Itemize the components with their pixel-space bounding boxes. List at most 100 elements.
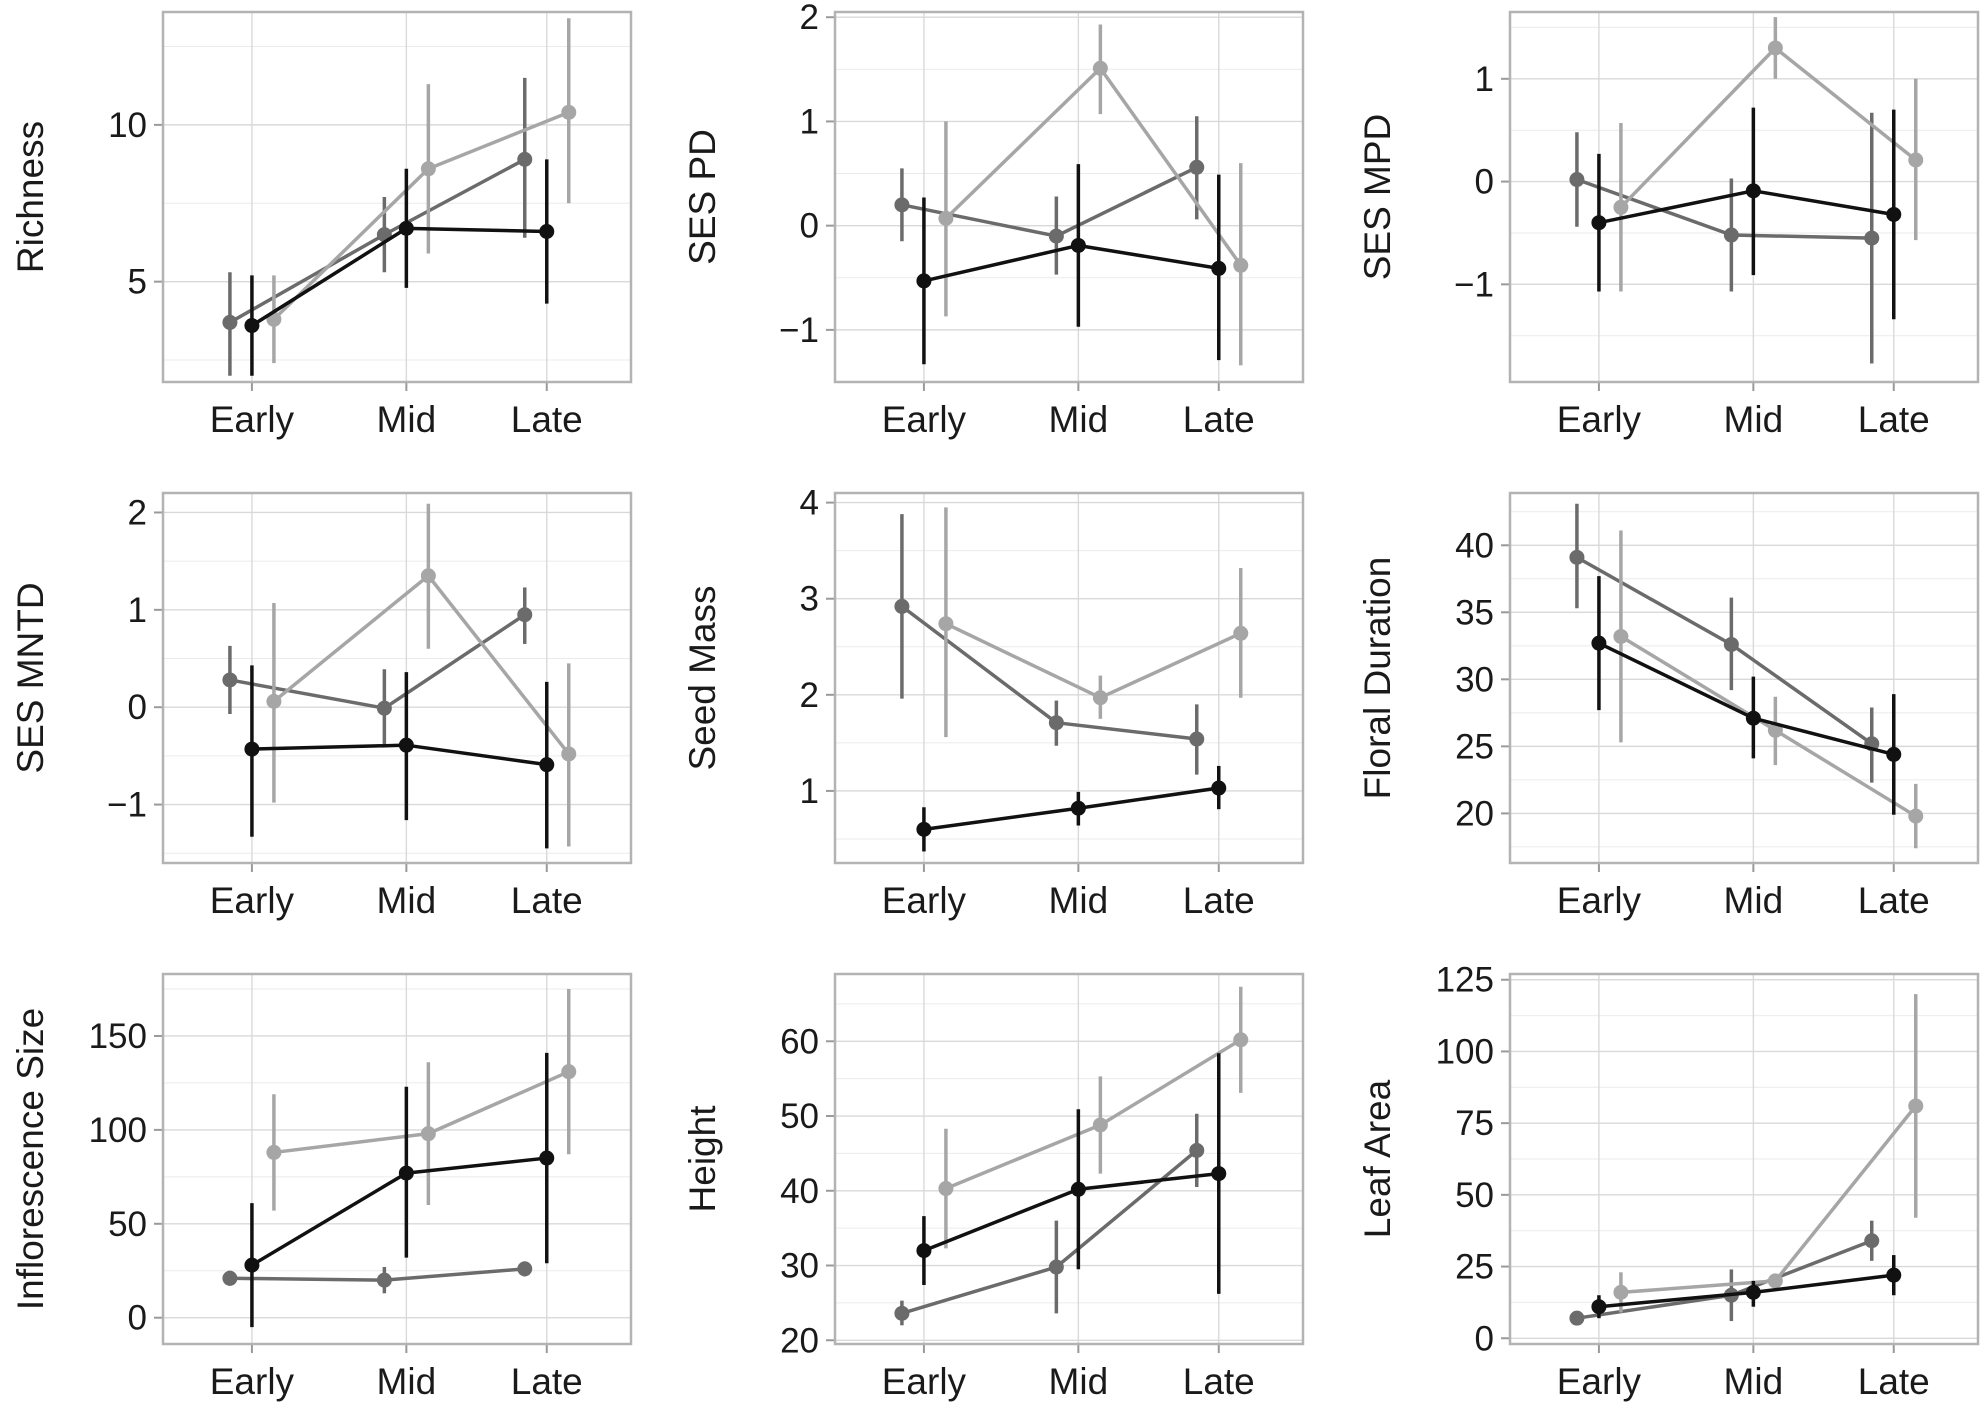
y-tick-label: 150 <box>89 1017 147 1056</box>
series-group-dark <box>916 164 1227 365</box>
series-group-dark <box>1591 576 1902 815</box>
data-point <box>398 220 414 236</box>
data-point <box>561 1064 577 1080</box>
data-point <box>1070 237 1086 253</box>
data-point <box>1189 159 1205 175</box>
data-point <box>517 151 533 167</box>
y-tick-label: 10 <box>108 106 147 145</box>
data-point <box>1886 1267 1902 1283</box>
y-axis-label: SES MNTD <box>10 582 51 773</box>
y-tick-label: 20 <box>780 1321 819 1360</box>
y-tick-label: 0 <box>1475 163 1494 202</box>
data-point <box>1591 1299 1607 1315</box>
panel-border <box>833 491 1305 865</box>
x-tick-label: Early <box>882 880 967 921</box>
panel-border <box>1508 10 1980 384</box>
data-point <box>916 273 932 289</box>
series-group-light <box>266 989 577 1211</box>
data-point <box>1233 257 1249 273</box>
panel-ses-mpd: −1 0 1 Early Mid Late SES MPD <box>1357 10 1980 440</box>
panel-border <box>1508 972 1980 1346</box>
series-group-light <box>1613 17 1924 292</box>
y-axis-label: Richness <box>10 121 51 273</box>
y-axis-label: Height <box>682 1105 723 1213</box>
x-tick-label: Late <box>1858 1361 1930 1402</box>
panel-leaf-area: 0 25 50 75 100 125 Early Mid Late Leaf Area <box>1357 961 1980 1402</box>
panel-seed-mass: 1 2 3 4 Early Mid Late Seed Mass <box>682 484 1305 921</box>
data-point <box>1591 215 1607 231</box>
y-axis-label: Floral Duration <box>1357 557 1398 800</box>
data-point <box>1569 1310 1585 1326</box>
x-tick-label: Late <box>1183 399 1255 440</box>
y-tick-label: 50 <box>108 1205 147 1244</box>
y-axis-label: Leaf Area <box>1357 1079 1398 1238</box>
data-point <box>1233 625 1249 641</box>
panel-border <box>1508 491 1980 865</box>
panel-ses-mntd: −1 0 1 2 Early Mid Late SES MNTD <box>10 491 633 921</box>
series-group-medium <box>222 587 533 748</box>
plot-background <box>163 493 631 863</box>
y-tick-label: 1 <box>1475 60 1494 99</box>
data-point <box>1745 710 1761 726</box>
x-tick-label: Early <box>1557 880 1642 921</box>
panel-floral-duration: 20 25 30 35 40 Early Mid Late Floral Duration <box>1357 491 1980 921</box>
y-axis-label: SES PD <box>682 129 723 265</box>
y-tick-label: 60 <box>780 1022 819 1061</box>
x-tick-label: Early <box>882 1361 967 1402</box>
y-tick-label: 0 <box>800 207 819 246</box>
plot-background <box>835 974 1303 1344</box>
panel-border <box>161 10 633 384</box>
x-tick-label: Mid <box>377 399 437 440</box>
data-point <box>1613 1284 1629 1300</box>
data-point <box>1211 1166 1227 1182</box>
x-tick-label: Mid <box>377 1361 437 1402</box>
x-tick-label: Mid <box>1724 1361 1784 1402</box>
data-point <box>1908 152 1924 168</box>
data-point <box>1908 1098 1924 1114</box>
plot-background <box>835 12 1303 382</box>
plot-background <box>1510 493 1978 863</box>
series-group-light <box>938 986 1249 1249</box>
x-tick-label: Mid <box>1049 880 1109 921</box>
data-point <box>1092 60 1108 76</box>
y-tick-label: 30 <box>1455 660 1494 699</box>
data-point <box>916 1243 932 1259</box>
data-point <box>517 607 533 623</box>
data-point <box>376 700 392 716</box>
data-point <box>1908 808 1924 824</box>
data-point <box>1211 260 1227 276</box>
data-point <box>398 1165 414 1181</box>
y-tick-label: 40 <box>1455 526 1494 565</box>
y-tick-label: −1 <box>779 311 819 350</box>
panel-richness: 5 10 Early Mid Late Richness <box>10 10 633 440</box>
data-point <box>420 1126 436 1142</box>
series-group-dark <box>244 1052 555 1328</box>
x-tick-label: Early <box>210 1361 295 1402</box>
y-axis-label: Inflorescence Size <box>10 1008 51 1310</box>
panel-inflorescence-size: 0 50 100 150 Early Mid Late Inflorescence Size <box>10 972 633 1402</box>
data-point <box>222 672 238 688</box>
data-point <box>1070 1181 1086 1197</box>
data-point <box>1569 549 1585 565</box>
data-point <box>222 314 238 330</box>
x-tick-label: Mid <box>1724 399 1784 440</box>
x-tick-label: Late <box>511 880 583 921</box>
data-point <box>244 318 260 334</box>
y-tick-label: 35 <box>1455 593 1494 632</box>
x-tick-label: Late <box>511 399 583 440</box>
y-tick-label: 0 <box>128 688 147 727</box>
data-point <box>539 223 555 239</box>
y-tick-label: −1 <box>107 786 147 825</box>
data-point <box>1767 1273 1783 1289</box>
y-tick-label: 5 <box>128 263 147 302</box>
y-tick-label: 0 <box>128 1299 147 1338</box>
x-tick-label: Late <box>1858 399 1930 440</box>
data-point <box>517 1261 533 1277</box>
data-point <box>244 1257 260 1273</box>
series-group-light <box>266 503 577 847</box>
y-axis-label: SES MPD <box>1357 114 1398 281</box>
y-tick-label: 25 <box>1455 727 1494 766</box>
y-tick-label: 1 <box>800 102 819 141</box>
series-group-light <box>1613 530 1924 849</box>
